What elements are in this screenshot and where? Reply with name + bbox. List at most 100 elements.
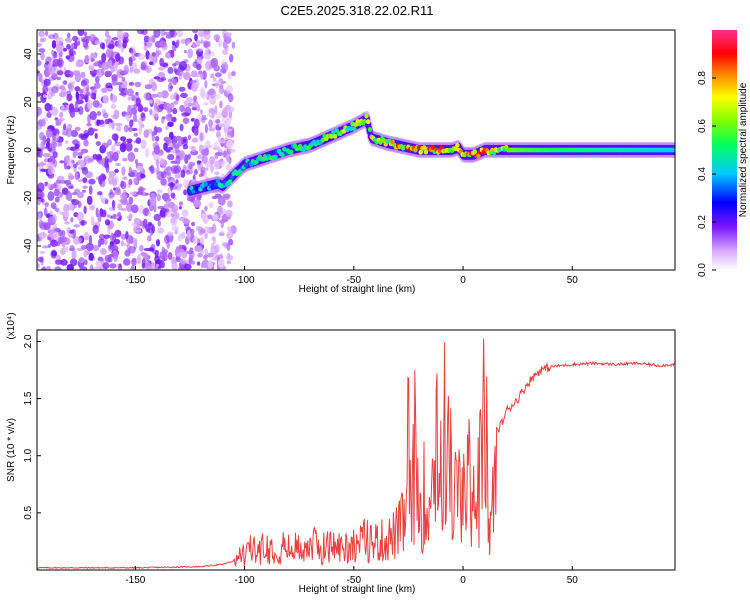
noise-blob (94, 40, 101, 45)
noise-blob (129, 191, 137, 196)
noise-blob (121, 233, 127, 240)
noise-blob (168, 82, 173, 92)
noise-blob (47, 165, 53, 176)
noise-blob (207, 214, 213, 220)
noise-blob (185, 169, 191, 175)
noise-blob (225, 84, 234, 94)
noise-blob (198, 173, 203, 178)
noise-blob (186, 97, 194, 103)
noise-blob (180, 258, 187, 265)
noise-blob (37, 182, 45, 192)
noise-blob (188, 164, 193, 170)
noise-blob (88, 204, 96, 211)
noise-blob (116, 125, 122, 132)
noise-blob (70, 258, 78, 267)
noise-blob (200, 36, 204, 44)
noise-blob (60, 105, 65, 110)
colorbar-ticks: 0.0 0.2 0.4 0.6 0.8 (697, 71, 716, 277)
noise-blob (164, 234, 170, 244)
noise-blob (183, 49, 187, 54)
noise-blob (50, 184, 58, 189)
noise-blob (81, 167, 87, 171)
noise-blob (96, 111, 102, 116)
noise-blob (203, 30, 211, 35)
noise-blob (120, 207, 127, 212)
noise-blob (175, 135, 183, 142)
noise-blob (165, 51, 173, 59)
noise-blob (102, 262, 110, 270)
spectrogram-y-ticks: -40 -20 0 20 40 (23, 48, 41, 253)
ridge-core (203, 181, 208, 187)
noise-blob (199, 131, 203, 142)
noise-blob (137, 53, 146, 61)
noise-blob (85, 91, 91, 96)
noise-blob (229, 148, 236, 153)
noise-blob (204, 205, 208, 212)
noise-blob (222, 209, 227, 216)
noise-blob (66, 227, 70, 233)
ridge-core (227, 179, 233, 185)
noise-blob (88, 185, 93, 195)
noise-blob (214, 244, 220, 253)
noise-blob (82, 185, 88, 189)
noise-blob (176, 252, 183, 257)
y-tick-label: 1.0 (23, 448, 34, 462)
noise-blob (57, 210, 64, 215)
noise-blob (62, 243, 66, 248)
noise-blob (179, 123, 184, 132)
noise-blob (158, 66, 165, 71)
noise-blob (157, 71, 166, 79)
noise-blob (181, 244, 187, 250)
noise-blob (163, 197, 172, 203)
noise-blob (192, 30, 198, 34)
noise-blob (214, 152, 219, 160)
noise-blob (94, 221, 100, 226)
noise-blob (153, 30, 161, 38)
noise-blob (42, 37, 47, 42)
noise-blob (98, 233, 105, 241)
noise-blob (95, 76, 100, 84)
noise-blob (37, 106, 42, 116)
noise-blob (170, 49, 175, 58)
noise-blob (107, 226, 111, 235)
noise-blob (151, 225, 155, 234)
noise-blob (229, 53, 234, 63)
noise-blob (192, 236, 200, 245)
colorbar-label: Normalized spectral amplitude (738, 82, 749, 217)
noise-blob (43, 158, 49, 163)
noise-blob (138, 125, 143, 135)
noise-blob (75, 90, 80, 101)
noise-blob (226, 243, 231, 252)
noise-blob (130, 265, 135, 270)
x-tick-label: -50 (347, 275, 362, 286)
noise-blob (163, 142, 168, 151)
noise-blob (159, 209, 166, 218)
noise-blob (64, 155, 70, 166)
noise-blob (181, 112, 189, 117)
noise-blob (178, 266, 185, 270)
noise-blob (68, 50, 77, 56)
ridge-core (476, 153, 481, 159)
noise-blob (231, 41, 236, 49)
noise-blob (203, 102, 209, 106)
ridge-core (671, 147, 675, 153)
noise-blob (98, 175, 104, 185)
noise-blob (225, 37, 231, 44)
noise-blob (47, 148, 52, 152)
noise-blob (101, 142, 109, 149)
noise-blob (70, 217, 74, 223)
noise-blob (55, 37, 64, 44)
ridge-core (320, 137, 325, 143)
noise-blob (210, 51, 216, 57)
noise-blob (88, 37, 94, 42)
ridge-core (331, 130, 336, 135)
noise-blob (168, 182, 176, 188)
noise-blob (140, 113, 146, 122)
noise-blob (133, 217, 141, 226)
noise-blob (227, 200, 233, 208)
noise-blob (107, 139, 112, 146)
noise-blob (125, 231, 129, 240)
noise-blob (114, 168, 119, 173)
colorbar-tick-label: 0.8 (697, 71, 708, 85)
